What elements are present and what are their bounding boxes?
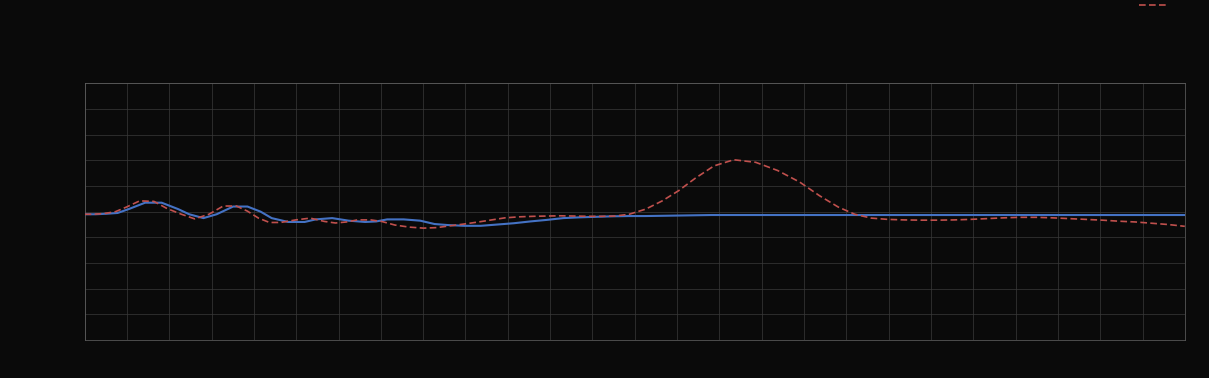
Legend: , : ,: [1136, 0, 1179, 14]
